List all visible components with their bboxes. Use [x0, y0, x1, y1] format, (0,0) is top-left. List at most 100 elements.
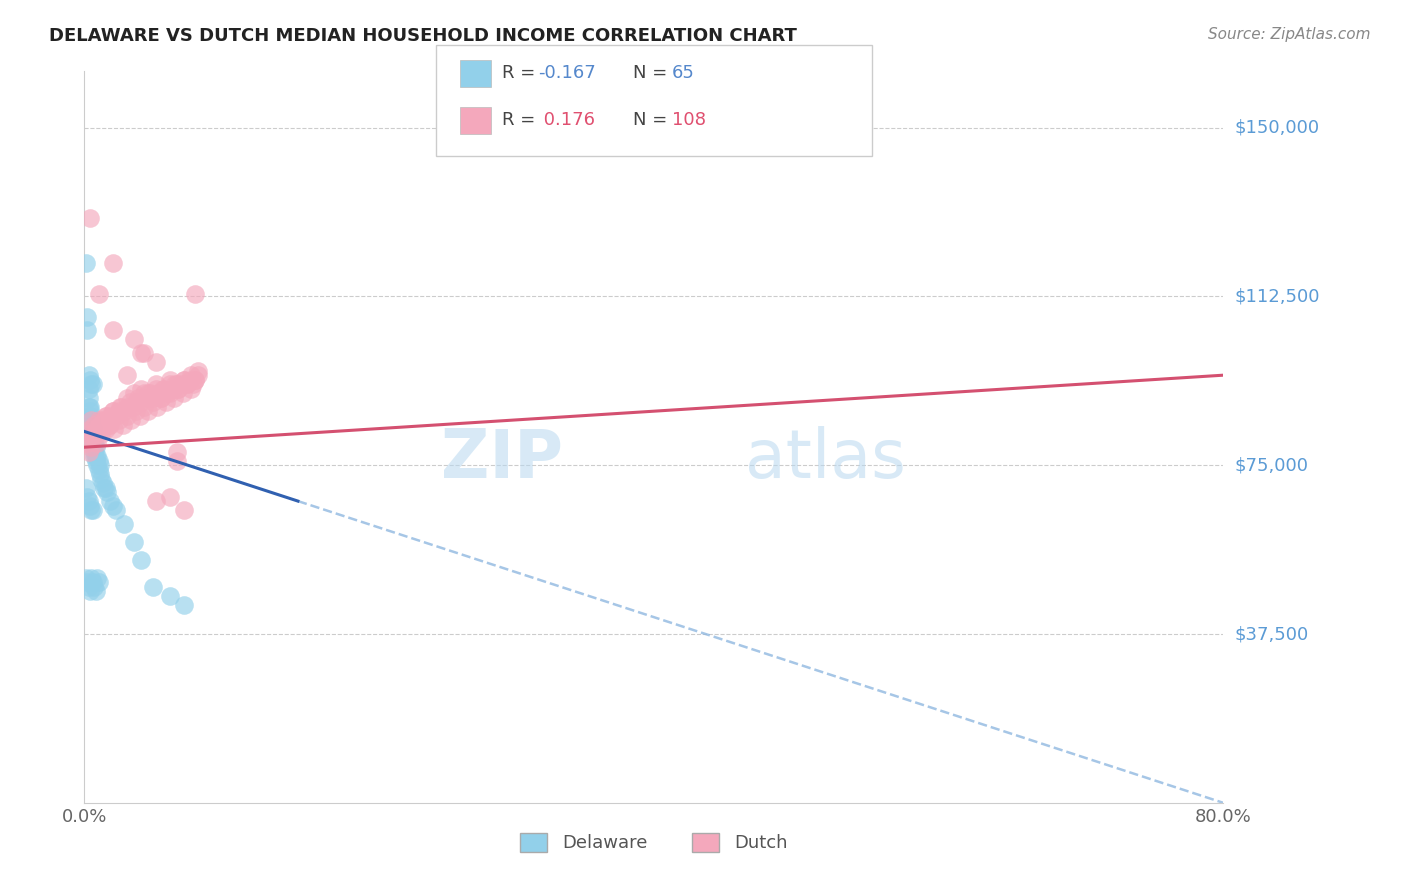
Point [159, 589, 181, 603]
Point [79, 409, 101, 423]
Point [87, 417, 110, 432]
Text: Source: ZipAtlas.com: Source: ZipAtlas.com [1208, 27, 1371, 42]
Point [112, 516, 135, 531]
Point [118, 395, 141, 409]
Point [84, 584, 107, 599]
Point [93, 481, 115, 495]
Point [163, 391, 186, 405]
Point [166, 453, 188, 467]
Point [98, 494, 121, 508]
Point [122, 386, 145, 401]
Point [139, 386, 162, 401]
Point [96, 413, 118, 427]
Point [128, 409, 150, 423]
Point [136, 391, 159, 405]
Point [89, 417, 111, 432]
Point [170, 377, 193, 392]
Point [80, 422, 103, 436]
Point [184, 373, 207, 387]
Point [122, 332, 145, 346]
Point [167, 382, 190, 396]
Point [108, 400, 131, 414]
Point [75, 481, 97, 495]
Point [80, 426, 103, 441]
Point [166, 377, 188, 392]
Point [94, 409, 117, 423]
Point [145, 382, 167, 396]
Point [146, 400, 169, 414]
Point [84, 440, 107, 454]
Point [115, 409, 138, 423]
Point [167, 382, 190, 396]
Point [179, 373, 201, 387]
Point [90, 472, 112, 486]
Point [124, 395, 146, 409]
Point [180, 368, 202, 383]
Point [84, 422, 107, 436]
Point [162, 382, 184, 396]
Point [176, 377, 198, 392]
Point [107, 404, 129, 418]
Point [80, 503, 103, 517]
Point [159, 386, 181, 401]
Point [159, 377, 181, 392]
Point [82, 435, 104, 450]
Point [79, 584, 101, 599]
Point [82, 377, 104, 392]
Point [159, 490, 181, 504]
Point [82, 422, 104, 436]
Point [131, 553, 153, 567]
Point [134, 386, 156, 401]
Point [115, 400, 138, 414]
Point [153, 382, 176, 396]
Point [87, 575, 110, 590]
Point [142, 580, 165, 594]
Point [90, 426, 112, 441]
Point [82, 575, 104, 590]
Point [83, 580, 105, 594]
Point [155, 395, 177, 409]
Point [94, 409, 117, 423]
Point [80, 413, 103, 427]
Point [94, 481, 117, 495]
Point [107, 413, 129, 427]
Point [87, 463, 110, 477]
Point [91, 413, 114, 427]
Point [77, 494, 100, 508]
Point [187, 364, 209, 378]
Point [96, 485, 118, 500]
Point [120, 413, 142, 427]
Point [80, 571, 103, 585]
Text: 108: 108 [672, 112, 706, 129]
Point [93, 417, 115, 432]
Point [86, 449, 108, 463]
Point [131, 395, 153, 409]
Point [80, 377, 103, 392]
Point [86, 426, 108, 441]
Point [98, 417, 121, 432]
Point [79, 211, 101, 225]
Text: R =: R = [502, 64, 541, 82]
Point [101, 323, 124, 337]
Point [138, 386, 160, 401]
Text: 0.176: 0.176 [538, 112, 596, 129]
Text: $75,000: $75,000 [1234, 456, 1309, 475]
Point [83, 449, 105, 463]
Point [77, 444, 100, 458]
Point [83, 431, 105, 445]
Point [112, 404, 135, 418]
Point [76, 575, 98, 590]
Point [142, 391, 165, 405]
Point [79, 404, 101, 418]
Text: -0.167: -0.167 [538, 64, 596, 82]
Text: N =: N = [633, 112, 672, 129]
Point [187, 368, 209, 383]
Point [166, 444, 188, 458]
Point [156, 386, 179, 401]
Point [184, 373, 207, 387]
Point [148, 386, 170, 401]
Point [121, 400, 143, 414]
Point [173, 503, 195, 517]
Point [110, 400, 132, 414]
Point [83, 440, 105, 454]
